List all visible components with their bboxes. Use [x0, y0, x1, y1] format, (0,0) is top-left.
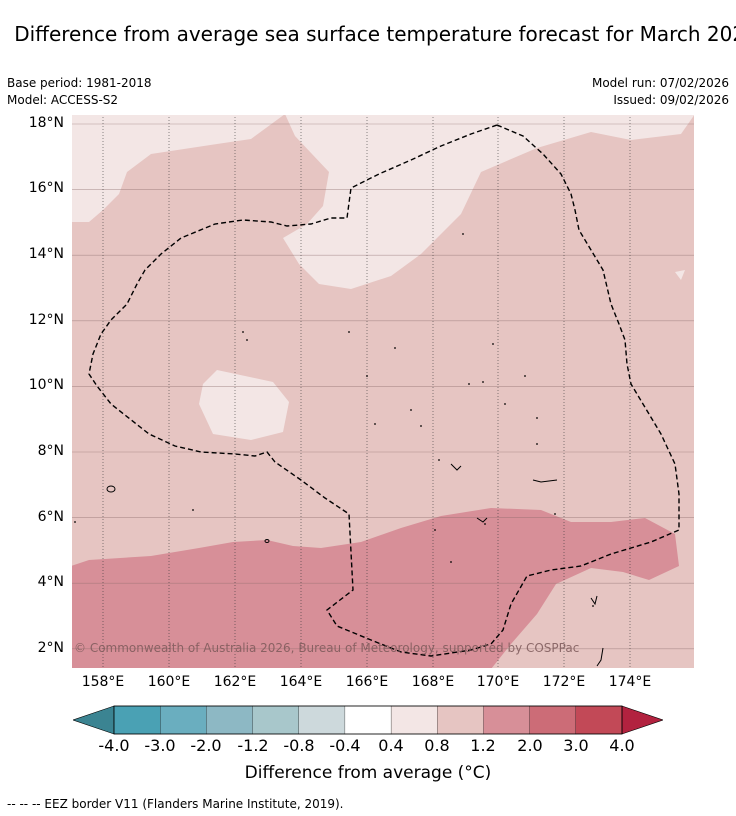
- meta-left: Base period: 1981-2018 Model: ACCESS-S2: [7, 75, 152, 109]
- map-frame: [71, 114, 695, 669]
- colorbar-tick: -1.2: [237, 736, 269, 755]
- colorbar-tick: -2.0: [190, 736, 222, 755]
- colorbar-tick: 0.4: [378, 736, 404, 755]
- colorbar: [73, 705, 663, 735]
- lon-tick: 168°E: [411, 674, 455, 690]
- colorbar-segment: [437, 705, 484, 735]
- colorbar-tick: 1.2: [470, 736, 496, 755]
- colorbar-tick: 2.0: [517, 736, 543, 755]
- lat-tick: 8°N: [37, 443, 64, 459]
- lon-tick: 160°E: [147, 674, 191, 690]
- colorbar-tick: 0.8: [424, 736, 450, 755]
- colorbar-segment: [160, 705, 207, 735]
- colorbar-segment: [344, 705, 392, 735]
- colorbar-segments: [113, 705, 623, 735]
- lat-tick: 16°N: [28, 180, 64, 196]
- colorbar-tick: 3.0: [563, 736, 589, 755]
- colorbar-segment: [298, 705, 346, 735]
- cool-patch-northwest: [71, 114, 285, 222]
- colorbar-segment: [529, 705, 577, 735]
- copyright-notice: © Commonwealth of Australia 2026, Bureau…: [74, 641, 580, 655]
- colorbar-under-arrow: [73, 705, 115, 735]
- eez-border: [88, 124, 680, 657]
- colorbar-tick: -3.0: [144, 736, 176, 755]
- warm-band-south: [71, 508, 679, 669]
- colorbar-over-arrow: [621, 705, 663, 735]
- islands: [106, 463, 604, 667]
- lat-tick: 10°N: [28, 377, 64, 393]
- atolls: [74, 233, 594, 607]
- colorbar-segment: [113, 705, 161, 735]
- page-title: Difference from average sea surface temp…: [14, 22, 736, 46]
- colorbar-label: Difference from average (°C): [244, 763, 492, 783]
- cool-patch-central: [199, 370, 289, 440]
- lon-tick: 164°E: [279, 674, 323, 690]
- lat-tick: 6°N: [37, 509, 64, 525]
- colorbar-tick: -0.4: [329, 736, 361, 755]
- eez-legend-note: -- -- -- EEZ border V11 (Flanders Marine…: [7, 797, 344, 811]
- colorbar-tick: -4.0: [98, 736, 130, 755]
- model-name: Model: ACCESS-S2: [7, 93, 119, 107]
- cool-patch-islet: [675, 270, 685, 280]
- colorbar-tick: -0.8: [283, 736, 315, 755]
- lon-tick: 174°E: [608, 674, 652, 690]
- lon-tick: 162°E: [213, 674, 257, 690]
- latitude-gridlines: [71, 123, 695, 650]
- lat-tick: 18°N: [28, 115, 64, 131]
- colorbar-frame: [113, 705, 623, 735]
- lat-tick: 12°N: [28, 312, 64, 328]
- colorbar-segment: [206, 705, 253, 735]
- base-period: Base period: 1981-2018: [7, 76, 152, 90]
- lon-tick: 158°E: [81, 674, 125, 690]
- lon-tick: 172°E: [542, 674, 586, 690]
- model-run: Model run: 07/02/2026: [591, 76, 729, 90]
- longitude-gridlines: [102, 114, 631, 669]
- issued-date: Issued: 09/02/2026: [613, 93, 729, 107]
- lat-tick: 14°N: [28, 246, 64, 262]
- colorbar-tick: 4.0: [609, 736, 635, 755]
- colorbar-segment: [390, 705, 438, 735]
- meta-right: Model run: 07/02/2026 Issued: 09/02/2026: [592, 75, 729, 109]
- colorbar-segment: [575, 705, 623, 735]
- cool-patch-edge: [71, 132, 79, 144]
- lon-tick: 166°E: [345, 674, 389, 690]
- sst-anomaly-map: [71, 114, 695, 669]
- lat-tick: 2°N: [37, 640, 64, 656]
- colorbar-segment: [483, 705, 531, 735]
- lon-tick: 170°E: [476, 674, 520, 690]
- lat-tick: 4°N: [37, 574, 64, 590]
- colorbar-segment: [252, 705, 300, 735]
- cool-patch-north: [283, 114, 695, 289]
